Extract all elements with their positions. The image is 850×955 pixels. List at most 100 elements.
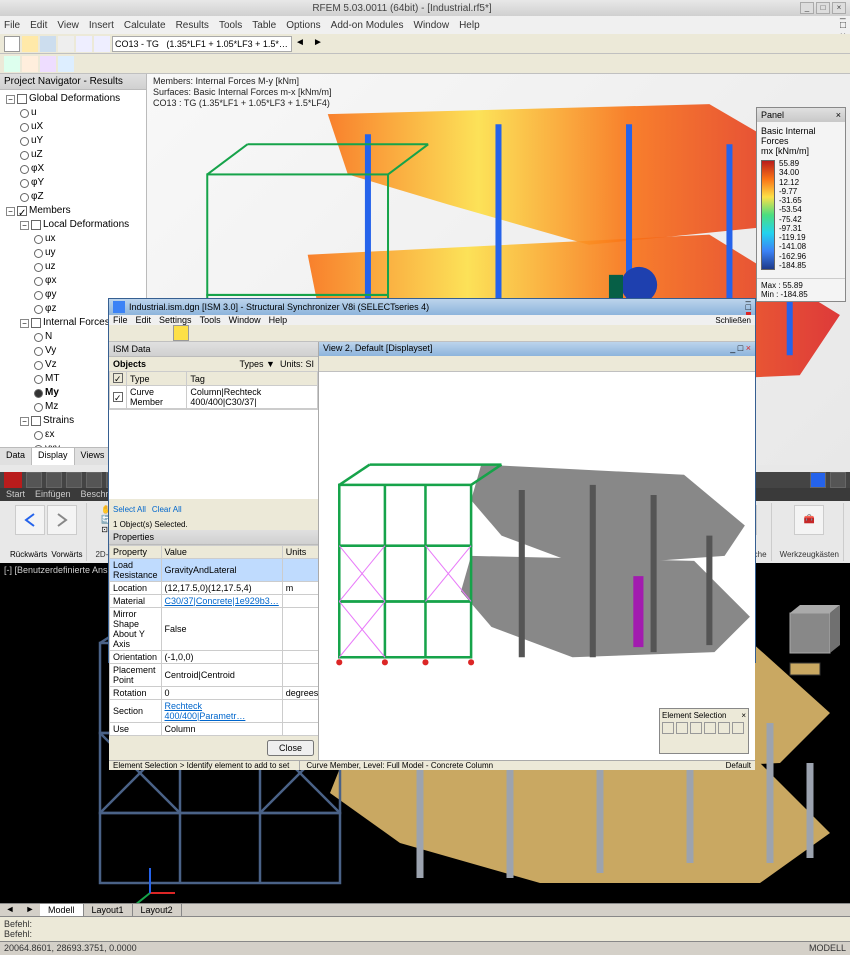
checkbox[interactable] — [17, 94, 27, 104]
tree-global-def[interactable]: Global Deformations — [29, 92, 120, 106]
radio[interactable] — [20, 193, 29, 202]
radio[interactable] — [34, 305, 43, 314]
units-select[interactable]: SI — [305, 359, 314, 369]
prop-val[interactable]: Centroid|Centroid — [161, 664, 282, 687]
tool-icon[interactable] — [125, 325, 141, 341]
radio[interactable] — [20, 109, 29, 118]
radio[interactable] — [34, 333, 43, 342]
print-icon[interactable] — [58, 36, 74, 52]
prop-val[interactable]: 0 — [161, 687, 282, 700]
arrow-left-icon[interactable]: ◄ — [294, 36, 310, 52]
radio[interactable] — [34, 361, 43, 370]
tool-icon[interactable] — [157, 325, 173, 341]
checkbox[interactable] — [31, 318, 41, 328]
ssm-menu-file[interactable]: File — [113, 315, 128, 325]
radio[interactable] — [20, 165, 29, 174]
checkbox[interactable]: ✓ — [17, 206, 27, 216]
tree-item[interactable]: uy — [45, 246, 56, 260]
tree-item[interactable]: φY — [31, 176, 44, 190]
qat-icon[interactable] — [86, 472, 102, 488]
acad-command-line[interactable]: Befehl: Befehl: — [0, 916, 850, 941]
tool-icon[interactable] — [22, 56, 38, 72]
status-model[interactable]: MODELL — [809, 943, 846, 953]
ssm-menu-edit[interactable]: Edit — [136, 315, 152, 325]
menu-options[interactable]: Options — [286, 20, 320, 31]
view-tool-icon[interactable] — [319, 356, 335, 372]
ssm-viewport[interactable]: Element Selection × — [319, 372, 755, 760]
tree-item[interactable]: φZ — [31, 190, 44, 204]
wcs-badge[interactable] — [790, 663, 820, 675]
radio[interactable] — [34, 249, 43, 258]
tree-item[interactable]: φX — [31, 162, 44, 176]
view-close-icon[interactable]: × — [746, 343, 751, 353]
menu-calculate[interactable]: Calculate — [124, 20, 166, 31]
tree-item[interactable]: Vy — [45, 344, 56, 358]
menu-insert[interactable]: Insert — [89, 20, 114, 31]
tree-item[interactable]: ux — [45, 232, 56, 246]
open-icon[interactable] — [22, 36, 38, 52]
tree-item[interactable]: Mz — [45, 400, 58, 414]
radio[interactable] — [20, 151, 29, 160]
clear-all-link[interactable]: Clear All — [152, 505, 182, 514]
col-tag[interactable]: Tag — [187, 372, 318, 386]
menu-addons[interactable]: Add-on Modules — [331, 20, 404, 31]
mdi-min-button[interactable]: _ — [840, 9, 846, 20]
view-tool-icon[interactable] — [351, 356, 367, 372]
forward-button[interactable] — [47, 505, 77, 535]
tree-item[interactable]: My — [45, 386, 59, 400]
tree-item[interactable]: φy — [45, 288, 56, 302]
tool-icon[interactable] — [4, 56, 20, 72]
qat-icon[interactable] — [26, 472, 42, 488]
expand-icon[interactable]: − — [20, 417, 29, 426]
view-max-icon[interactable]: □ — [738, 343, 743, 353]
radio[interactable] — [34, 277, 43, 286]
undo-icon[interactable] — [76, 36, 92, 52]
prop-val[interactable]: (-1,0,0) — [161, 651, 282, 664]
layout-tab-layout1[interactable]: Layout1 — [84, 904, 133, 916]
objects-grid[interactable]: ✓TypeTag ✓Curve MemberColumn|Rechteck 40… — [109, 371, 318, 409]
tree-members[interactable]: Members — [29, 204, 71, 218]
acad-app-icon[interactable] — [4, 472, 22, 488]
tree-item[interactable]: N — [45, 330, 52, 344]
menu-results[interactable]: Results — [176, 20, 209, 31]
layout-tab-model[interactable]: Modell — [40, 904, 84, 916]
checkbox[interactable] — [31, 220, 41, 230]
toolbox-button[interactable]: 🧰 — [794, 505, 824, 535]
prop-val[interactable]: (12,17.5,0)(12,17.5,4) — [161, 582, 282, 595]
tree-item[interactable]: Vz — [45, 358, 57, 372]
tab-scroll-left-icon[interactable]: ◄ — [0, 904, 20, 916]
view-min-icon[interactable]: _ — [730, 343, 735, 353]
prop-val[interactable]: False — [161, 608, 282, 651]
ssm-max-button[interactable]: □ — [746, 302, 751, 312]
menu-view[interactable]: View — [57, 20, 79, 31]
tree-item[interactable]: uz — [45, 260, 56, 274]
expand-icon[interactable]: − — [20, 221, 29, 230]
search-icon[interactable] — [810, 472, 826, 488]
element-selection-panel[interactable]: Element Selection × — [659, 708, 749, 754]
expand-icon[interactable]: − — [20, 319, 29, 328]
tree-item[interactable]: φx — [45, 274, 56, 288]
menu-table[interactable]: Table — [252, 20, 276, 31]
tool-icon[interactable] — [58, 56, 74, 72]
tree-item[interactable]: MT — [45, 372, 59, 386]
tree-item[interactable]: uX — [31, 120, 43, 134]
prop-val[interactable]: GravityAndLateral — [161, 559, 282, 582]
tree-item[interactable]: uY — [31, 134, 43, 148]
nav-tab-views[interactable]: Views — [75, 448, 112, 465]
refresh-icon[interactable] — [210, 501, 226, 517]
tree-item[interactable]: uZ — [31, 148, 43, 162]
radio[interactable] — [34, 431, 43, 440]
prop-val[interactable]: Rechteck 400/400|Parametr… — [161, 700, 282, 723]
tool-icon[interactable] — [141, 325, 157, 341]
expand-icon[interactable]: − — [6, 207, 15, 216]
menu-window[interactable]: Window — [414, 20, 450, 31]
ssm-menu-tools[interactable]: Tools — [200, 315, 221, 325]
tree-internal-forces[interactable]: Internal Forces — [43, 316, 110, 330]
filter-icon[interactable] — [188, 501, 204, 517]
radio[interactable] — [34, 375, 43, 384]
prop-val[interactable]: Column — [161, 723, 282, 736]
expand-icon[interactable]: − — [6, 95, 15, 104]
obj-tag[interactable]: Column|Rechteck 400/400|C30/37| — [187, 386, 318, 409]
tool-icon[interactable] — [40, 56, 56, 72]
elem-sel-close-icon[interactable]: × — [741, 711, 746, 720]
